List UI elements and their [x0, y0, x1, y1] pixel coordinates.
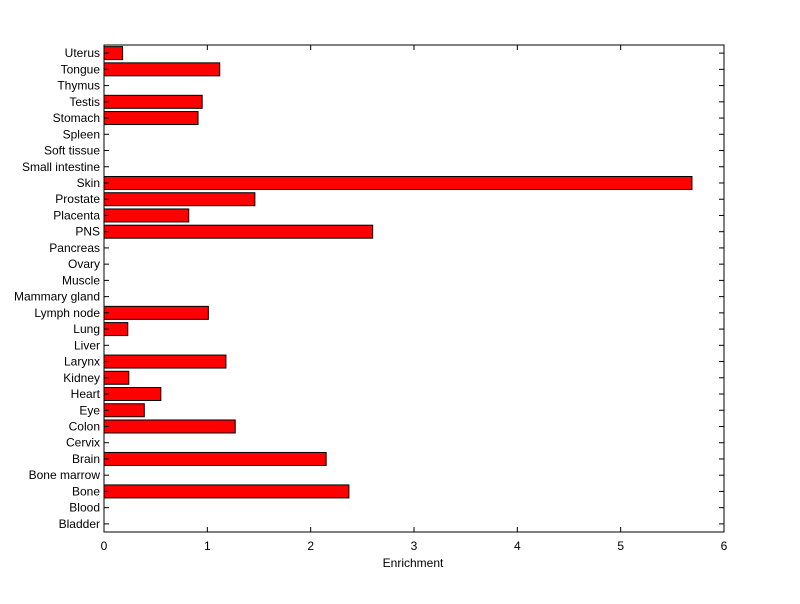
bar [103, 175, 693, 190]
x-tick-label: 6 [721, 539, 728, 553]
bar [103, 451, 327, 466]
bar [103, 354, 227, 369]
y-tick-label: Heart [71, 387, 101, 401]
y-tick-label: Testis [69, 95, 100, 109]
y-tick-label: PNS [75, 225, 100, 239]
bar [103, 224, 374, 239]
y-tick-label: Kidney [63, 371, 100, 385]
y-tick-label: Colon [69, 419, 100, 433]
y-tick-label: Blood [69, 501, 100, 515]
bar [103, 387, 162, 402]
y-tick-label: Soft tissue [44, 144, 100, 158]
labels-layer: Uterus Tongue Thymus Testis Stomach Spleen Sof… [14, 46, 728, 553]
y-tick-label: Placenta [53, 208, 100, 222]
bar [103, 192, 256, 207]
y-tick-label: Stomach [53, 111, 100, 125]
bar [103, 403, 145, 418]
x-tick-label: 0 [101, 539, 108, 553]
y-tick-label: Larynx [64, 355, 100, 369]
bar [103, 111, 199, 126]
y-tick-label: Prostate [55, 192, 100, 206]
y-tick-label: Bladder [59, 517, 100, 531]
y-tick-label: Brain [72, 452, 100, 466]
bars-layer [103, 46, 693, 499]
ticks-layer [103, 45, 725, 532]
x-tick-label: 4 [514, 539, 521, 553]
bar [103, 419, 236, 434]
y-tick-label: Lymph node [34, 306, 100, 320]
y-tick-label: Thymus [57, 79, 100, 93]
y-tick-label: Skin [77, 176, 100, 190]
y-tick-label: Cervix [66, 436, 100, 450]
x-tick-label: 3 [411, 539, 418, 553]
bar [103, 305, 209, 320]
y-tick-label: Bone marrow [29, 468, 101, 482]
x-tick-label: 2 [307, 539, 314, 553]
y-tick-label: Eye [79, 403, 100, 417]
y-tick-label: Spleen [63, 127, 100, 141]
bar [103, 62, 221, 77]
y-tick-label: Pancreas [49, 241, 100, 255]
y-tick-label: Ovary [68, 257, 100, 271]
x-axis-label: Enrichment [383, 556, 444, 570]
y-tick-label: Lung [73, 322, 100, 336]
x-tick-label: 1 [204, 539, 211, 553]
y-tick-label: Uterus [65, 46, 100, 60]
bar [103, 484, 350, 499]
y-tick-label: Bone [72, 484, 100, 498]
y-tick-label: Liver [74, 338, 100, 352]
y-tick-label: Small intestine [22, 160, 100, 174]
bar [103, 94, 203, 109]
plot-area [103, 44, 725, 533]
y-tick-label: Tongue [61, 62, 101, 76]
bar [103, 208, 190, 223]
y-tick-label: Mammary gland [14, 290, 100, 304]
x-tick-label: 5 [617, 539, 624, 553]
y-tick-label: Muscle [62, 273, 100, 287]
